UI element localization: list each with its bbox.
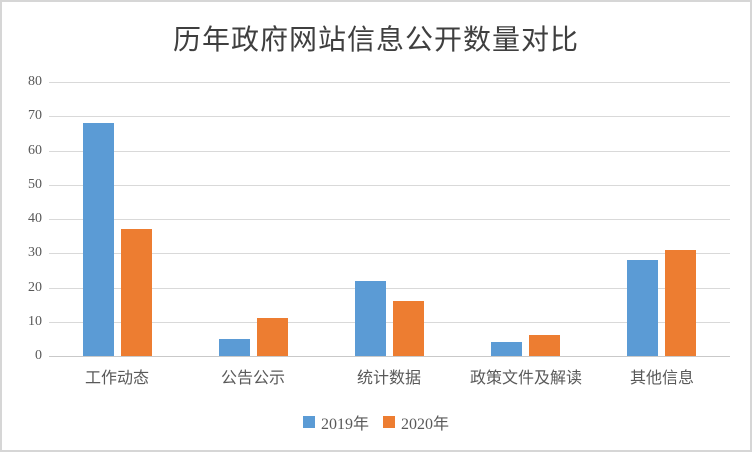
gridline — [49, 185, 730, 186]
x-axis-category-label: 统计数据 — [356, 370, 421, 387]
legend-label-2019: 2019年 — [320, 416, 369, 433]
bar-s0-c4 — [627, 260, 658, 356]
bar-s1-c0 — [121, 229, 152, 356]
y-axis-tick-label: 20 — [28, 280, 42, 295]
x-axis-category-label: 其他信息 — [629, 370, 694, 387]
bar-s1-c4 — [665, 250, 696, 356]
legend-label-2020: 2020年 — [401, 416, 450, 433]
x-axis-category-label: 政策文件及解读 — [469, 370, 582, 387]
x-axis-category-label: 工作动态 — [84, 370, 149, 387]
gridline — [49, 151, 730, 152]
gridline — [49, 116, 730, 117]
bar-s1-c3 — [529, 335, 560, 356]
y-axis-tick-label: 10 — [28, 314, 42, 329]
y-axis-tick-label: 30 — [28, 245, 42, 260]
x-axis-category-label: 公告公示 — [220, 370, 285, 387]
x-axis-baseline — [49, 356, 730, 357]
legend-item-2019: 2019年 — [302, 410, 369, 434]
gridline — [49, 219, 730, 220]
y-axis-tick-label: 60 — [28, 143, 42, 158]
legend-item-2020: 2020年 — [383, 410, 449, 434]
bar-s0-c2 — [355, 281, 386, 356]
gridline — [49, 322, 730, 323]
gridline — [49, 82, 730, 83]
legend-swatch-2019-icon — [302, 416, 315, 428]
y-axis-tick-label: 40 — [28, 211, 42, 226]
y-axis-tick-label: 70 — [28, 108, 42, 123]
bar-s0-c1 — [219, 339, 250, 356]
chart-title: 历年政府网站信息公开数量对比 — [172, 25, 579, 56]
legend-swatch-2020-icon — [383, 416, 395, 428]
y-axis-tick-label: 50 — [28, 177, 42, 192]
bar-s1-c1 — [257, 318, 288, 356]
y-axis-tick-label: 0 — [35, 348, 42, 363]
chart-legend: 2019年 2020年 — [2, 410, 750, 434]
gridline — [49, 288, 730, 289]
bar-s0-c3 — [491, 342, 522, 356]
bar-s1-c2 — [393, 301, 424, 356]
gridline — [49, 253, 730, 254]
y-axis-tick-label: 80 — [28, 74, 42, 89]
bar-s0-c0 — [83, 123, 114, 356]
